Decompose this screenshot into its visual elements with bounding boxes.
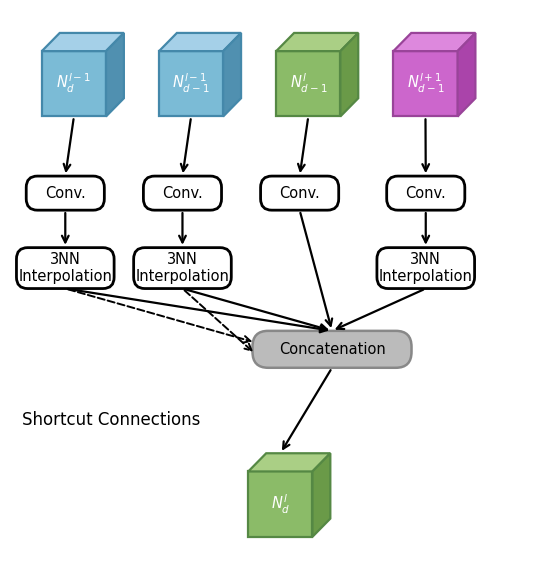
Polygon shape xyxy=(159,51,223,116)
Text: $N_{d-1}^{l+1}$: $N_{d-1}^{l+1}$ xyxy=(407,72,444,95)
FancyBboxPatch shape xyxy=(252,331,412,368)
Polygon shape xyxy=(458,33,475,116)
Polygon shape xyxy=(106,33,124,116)
Polygon shape xyxy=(393,33,475,51)
Polygon shape xyxy=(248,471,312,537)
FancyBboxPatch shape xyxy=(17,248,114,289)
Polygon shape xyxy=(276,51,340,116)
Polygon shape xyxy=(393,51,458,116)
Polygon shape xyxy=(159,33,241,51)
Text: Shortcut Connections: Shortcut Connections xyxy=(22,411,201,429)
FancyBboxPatch shape xyxy=(377,248,474,289)
FancyBboxPatch shape xyxy=(134,248,231,289)
Text: Concatenation: Concatenation xyxy=(278,342,386,357)
FancyBboxPatch shape xyxy=(387,176,465,210)
FancyBboxPatch shape xyxy=(26,176,104,210)
Polygon shape xyxy=(42,33,124,51)
Text: Conv.: Conv. xyxy=(162,186,203,201)
Text: Conv.: Conv. xyxy=(405,186,446,201)
FancyBboxPatch shape xyxy=(143,176,222,210)
Text: $N_d^{l}$: $N_d^{l}$ xyxy=(271,492,290,516)
Text: 3NN
Interpolation: 3NN Interpolation xyxy=(136,252,229,285)
FancyBboxPatch shape xyxy=(261,176,339,210)
Text: $N_d^{l-1}$: $N_d^{l-1}$ xyxy=(56,72,92,95)
Polygon shape xyxy=(223,33,241,116)
Text: $N_{d-1}^{l-1}$: $N_{d-1}^{l-1}$ xyxy=(172,72,210,95)
Text: 3NN
Interpolation: 3NN Interpolation xyxy=(18,252,112,285)
Polygon shape xyxy=(248,453,330,471)
Text: 3NN
Interpolation: 3NN Interpolation xyxy=(379,252,473,285)
Text: Conv.: Conv. xyxy=(45,186,86,201)
Polygon shape xyxy=(312,453,330,537)
Polygon shape xyxy=(340,33,358,116)
Polygon shape xyxy=(42,51,106,116)
Text: $N_{d-1}^{l}$: $N_{d-1}^{l}$ xyxy=(290,72,327,95)
Text: Conv.: Conv. xyxy=(279,186,320,201)
Polygon shape xyxy=(276,33,358,51)
